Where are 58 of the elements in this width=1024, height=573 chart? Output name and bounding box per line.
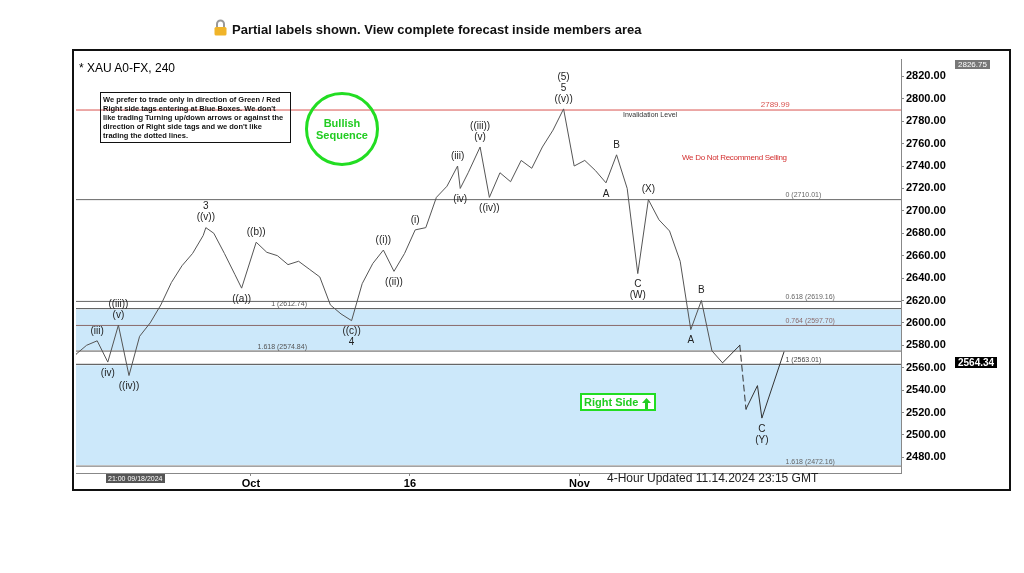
- annotation: (W): [629, 289, 646, 301]
- text: 2564.34: [955, 357, 998, 368]
- annotation: (X): [641, 183, 656, 195]
- annotation: ((iv)): [118, 380, 140, 392]
- text: Partial labels shown. View complete forecast inside members area: [232, 22, 642, 37]
- chart-title: * XAU A0-FX, 240: [79, 60, 176, 75]
- y-tick-label: 2560.00: [906, 360, 946, 373]
- annotation: Bullish Sequence: [305, 92, 379, 166]
- annotation: 5: [560, 81, 567, 93]
- annotation: 4-Hour Updated 11.14.2024 23:15 GMT: [607, 471, 819, 485]
- annotation: ((ii)): [385, 276, 403, 288]
- ref-line-label: 2789.99: [760, 100, 791, 110]
- y-tick-label: 2740.00: [906, 159, 946, 172]
- annotation: (iii): [450, 149, 465, 161]
- y-tick-label: 2700.00: [906, 203, 946, 216]
- annotation: (iii): [90, 324, 104, 336]
- annotation: ((i)): [375, 233, 392, 245]
- y-tick-label: 2520.00: [906, 405, 946, 418]
- x-tick-label: Oct: [241, 476, 261, 489]
- y-tick-label: 2820.00: [906, 69, 946, 82]
- annotation: ((iii)): [470, 119, 491, 131]
- annotation: B: [698, 284, 706, 296]
- y-tick-label: 2720.00: [906, 181, 946, 194]
- annotation: C: [758, 422, 766, 434]
- annotation: ((iv)): [479, 202, 500, 214]
- annotation: (v): [474, 130, 486, 142]
- text: 2826.75: [955, 60, 990, 69]
- annotation: (v): [112, 308, 125, 320]
- annotation: 4: [348, 336, 355, 348]
- y-tick-label: 2640.00: [906, 271, 946, 284]
- annotation: ((v)): [554, 92, 573, 104]
- x-tick-label: Nov: [569, 476, 591, 489]
- annotation: (i): [410, 213, 420, 225]
- y-tick-label: 2500.00: [906, 427, 946, 440]
- annotation: A: [602, 187, 610, 199]
- annotation: ((v)): [196, 211, 216, 223]
- y-tick-label: 2620.00: [906, 293, 946, 306]
- annotation: We Do Not Recommend Selling: [682, 153, 787, 162]
- y-tick-label: 2780.00: [906, 114, 946, 127]
- y-tick-label: 2580.00: [906, 338, 946, 351]
- annotation: B: [613, 138, 621, 150]
- annotation: A: [687, 334, 695, 346]
- y-tick-label: 2540.00: [906, 383, 946, 396]
- y-tick-label: 2600.00: [906, 315, 946, 328]
- y-tick-label: 2660.00: [906, 248, 946, 261]
- annotation: Right Side: [580, 393, 657, 411]
- y-tick-label: 2760.00: [906, 136, 946, 149]
- y-tick-label: 2480.00: [906, 450, 946, 463]
- annotation: ((b)): [246, 225, 266, 237]
- annotation: (iv): [100, 366, 115, 378]
- annotation: (Y): [755, 433, 769, 445]
- y-tick-label: 2680.00: [906, 226, 946, 239]
- x-tick-label: 16: [403, 476, 417, 489]
- annotation: ((c)): [342, 325, 361, 337]
- annotation: 3: [203, 200, 210, 212]
- annotation: C: [634, 278, 642, 290]
- annotation: (5): [557, 70, 570, 82]
- y-tick-label: 2800.00: [906, 91, 946, 104]
